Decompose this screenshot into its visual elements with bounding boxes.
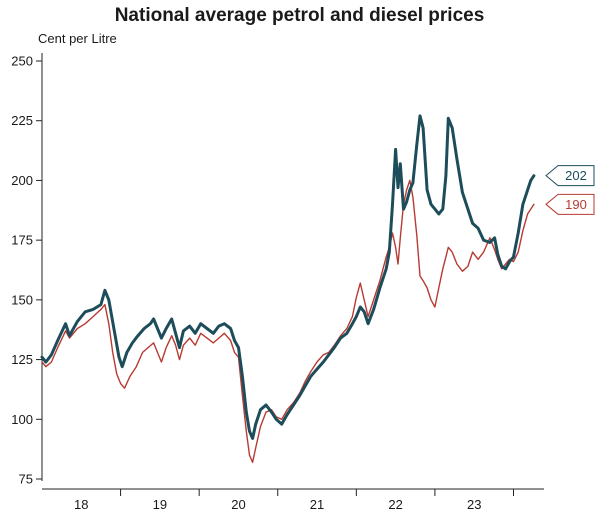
y-tick-label: 125: [11, 352, 33, 367]
y-tick-label: 75: [19, 472, 33, 487]
x-tick-label: 19: [153, 497, 167, 512]
x-tick-label: 20: [231, 497, 245, 512]
y-tick-label: 250: [11, 54, 33, 69]
y-tick-label: 225: [11, 113, 33, 128]
x-tick-label: 23: [467, 497, 481, 512]
petrol-end-label: 190: [565, 197, 587, 212]
x-tick-label: 22: [388, 497, 402, 512]
series-lines: [40, 114, 536, 463]
y-tick-label: 200: [11, 173, 33, 188]
y-tick-label: 175: [11, 233, 33, 248]
x-tick-label: 21: [310, 497, 324, 512]
petrol-series-line: [41, 179, 535, 463]
diesel-end-label: 202: [565, 168, 587, 183]
diesel-end-label-box: [545, 165, 595, 187]
axes: 75 100 125 150 175 200 225 250 18 19 20 21 22 23: [11, 53, 544, 512]
y-axis-unit-label: Cent per Litre: [38, 31, 117, 46]
x-tick-label: 18: [74, 497, 88, 512]
petrol-end-label-box: [545, 193, 595, 215]
diesel-series-line: [40, 114, 536, 440]
chart-title: National average petrol and diesel price…: [114, 5, 485, 26]
y-tick-label: 150: [11, 292, 33, 307]
end-labels: 202 190: [545, 165, 595, 215]
y-tick-label: 100: [11, 412, 33, 427]
